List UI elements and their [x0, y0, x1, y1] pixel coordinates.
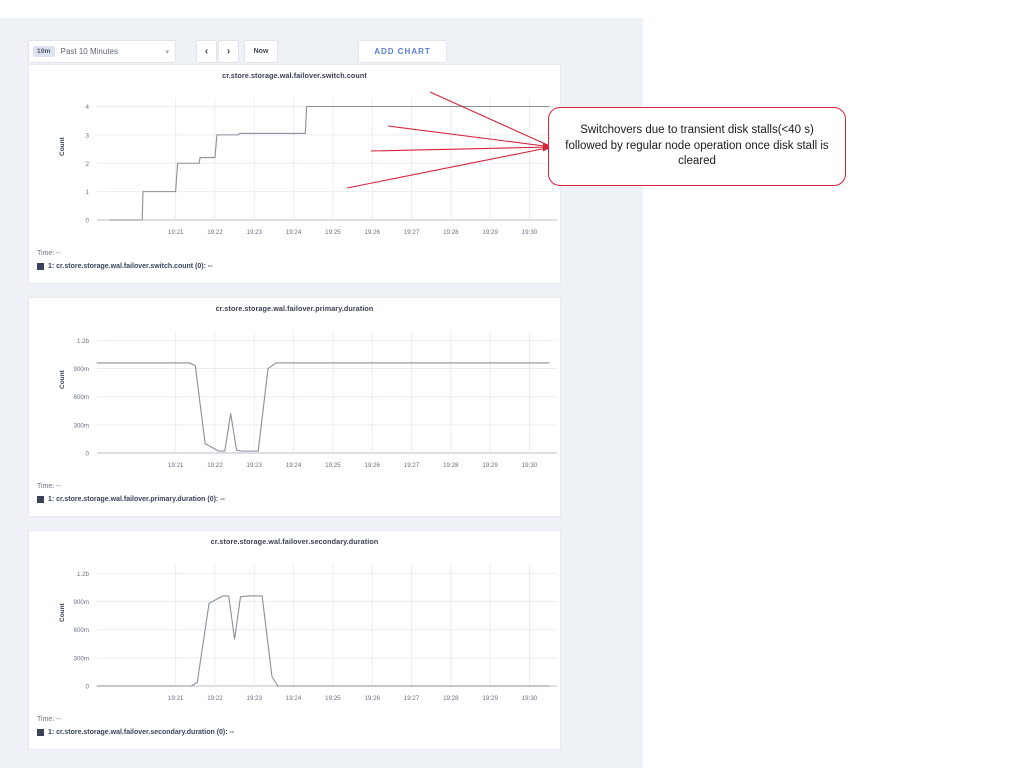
svg-text:1.2b: 1.2b [77, 338, 90, 345]
y-axis-label: Count [59, 603, 66, 622]
y-axis-label: Count [59, 137, 66, 156]
chart-title: cr.store.storage.wal.failover.switch.cou… [222, 71, 367, 80]
svg-text:900m: 900m [74, 366, 89, 373]
svg-text:19:23: 19:23 [247, 695, 263, 702]
svg-text:3: 3 [86, 132, 90, 139]
svg-text:19:26: 19:26 [364, 462, 380, 469]
svg-text:19:30: 19:30 [522, 695, 538, 702]
chart-panel: cr.store.storage.wal.failover.primary.du… [28, 297, 561, 517]
svg-text:19:30: 19:30 [522, 229, 538, 236]
svg-text:19:27: 19:27 [404, 695, 420, 702]
svg-text:19:28: 19:28 [443, 695, 459, 702]
svg-text:19:21: 19:21 [168, 229, 184, 236]
svg-text:19:22: 19:22 [207, 695, 223, 702]
svg-text:0: 0 [86, 451, 90, 458]
svg-text:19:22: 19:22 [207, 462, 223, 469]
time-readout: Time: -- [37, 250, 61, 257]
chart-footer: Time: -- 1: cr.store.storage.wal.failove… [29, 250, 560, 270]
legend-label: 1: cr.store.storage.wal.failover.switch.… [48, 263, 213, 270]
previous-range-button[interactable]: ‹ [196, 40, 217, 63]
chart-title: cr.store.storage.wal.failover.secondary.… [210, 537, 379, 546]
svg-text:600m: 600m [74, 394, 89, 401]
svg-text:19:24: 19:24 [286, 462, 302, 469]
time-range-label: Past 10 Minutes [60, 47, 118, 56]
chart-legend[interactable]: 1: cr.store.storage.wal.failover.primary… [37, 496, 560, 503]
svg-text:19:26: 19:26 [364, 229, 380, 236]
svg-text:19:26: 19:26 [364, 695, 380, 702]
svg-text:19:28: 19:28 [443, 462, 459, 469]
svg-text:19:24: 19:24 [286, 229, 302, 236]
chart-footer: Time: -- 1: cr.store.storage.wal.failove… [29, 716, 560, 736]
svg-text:19:29: 19:29 [482, 462, 498, 469]
y-axis-label: Count [59, 370, 66, 389]
chart-plot-area[interactable]: Count 0 300m 600m 900m 1.2b 19:21 19:22 19:23 19… [29, 546, 562, 714]
svg-text:19:21: 19:21 [168, 695, 184, 702]
legend-label: 1: cr.store.storage.wal.failover.primary… [48, 496, 225, 503]
chart-svg: 0 1 2 3 4 19:21 19:22 19:23 19:24 19:25 19:26 19:27… [86, 98, 557, 236]
chart-plot-area[interactable]: Count 0 1 2 3 4 19:21 19:22 19:23 19:24 19:25 19:2… [29, 80, 562, 248]
legend-swatch [37, 263, 44, 270]
svg-text:19:25: 19:25 [325, 462, 341, 469]
chevron-down-icon: ▾ [165, 48, 169, 56]
svg-text:19:25: 19:25 [325, 229, 341, 236]
svg-text:19:25: 19:25 [325, 695, 341, 702]
now-button[interactable]: Now [244, 40, 278, 63]
annotation-callout: Switchovers due to transient disk stalls… [548, 107, 846, 186]
svg-text:300m: 300m [74, 655, 89, 662]
svg-text:600m: 600m [74, 627, 89, 634]
chart-legend[interactable]: 1: cr.store.storage.wal.failover.seconda… [37, 729, 560, 736]
svg-text:19:27: 19:27 [404, 229, 420, 236]
svg-text:19:29: 19:29 [482, 229, 498, 236]
next-range-button[interactable]: › [218, 40, 239, 63]
chart-panel: cr.store.storage.wal.failover.switch.cou… [28, 64, 561, 284]
time-readout: Time: -- [37, 483, 61, 490]
svg-text:19:28: 19:28 [443, 229, 459, 236]
svg-text:19:24: 19:24 [286, 695, 302, 702]
svg-text:900m: 900m [74, 599, 89, 606]
time-range-badge: 10m [33, 46, 55, 57]
legend-label: 1: cr.store.storage.wal.failover.seconda… [48, 729, 235, 736]
legend-swatch [37, 496, 44, 503]
svg-text:4: 4 [86, 104, 90, 111]
svg-text:19:21: 19:21 [168, 462, 184, 469]
chart-legend[interactable]: 1: cr.store.storage.wal.failover.switch.… [37, 263, 560, 270]
svg-text:1: 1 [86, 189, 90, 196]
annotation-text: Switchovers due to transient disk stalls… [565, 124, 829, 168]
svg-text:19:27: 19:27 [404, 462, 420, 469]
svg-text:300m: 300m [74, 422, 89, 429]
svg-text:1.2b: 1.2b [77, 571, 90, 578]
svg-text:0: 0 [86, 218, 90, 225]
add-chart-button[interactable]: ADD CHART [358, 40, 447, 63]
chart-svg: 0 300m 600m 900m 1.2b 19:21 19:22 19:23 19:24 19:… [74, 331, 557, 469]
svg-text:19:23: 19:23 [247, 462, 263, 469]
svg-text:2: 2 [86, 161, 90, 168]
chart-footer: Time: -- 1: cr.store.storage.wal.failove… [29, 483, 560, 503]
chart-title: cr.store.storage.wal.failover.primary.du… [215, 304, 374, 313]
time-readout: Time: -- [37, 716, 61, 723]
svg-text:0: 0 [86, 684, 90, 691]
chart-plot-area[interactable]: Count 0 300m 600m 900m 1.2b 19:21 19:22 19:23 19… [29, 313, 562, 481]
svg-text:19:30: 19:30 [522, 462, 538, 469]
dashboard-toolbar: 10m Past 10 Minutes ▾ ‹ › Now ADD CHART [28, 40, 448, 63]
svg-text:19:23: 19:23 [247, 229, 263, 236]
svg-text:19:22: 19:22 [207, 229, 223, 236]
svg-text:19:29: 19:29 [482, 695, 498, 702]
chart-panel: cr.store.storage.wal.failover.secondary.… [28, 530, 561, 750]
legend-swatch [37, 729, 44, 736]
chart-svg: 0 300m 600m 900m 1.2b 19:21 19:22 19:23 19:24 19:… [74, 564, 557, 702]
time-range-select[interactable]: 10m Past 10 Minutes ▾ [28, 40, 176, 63]
